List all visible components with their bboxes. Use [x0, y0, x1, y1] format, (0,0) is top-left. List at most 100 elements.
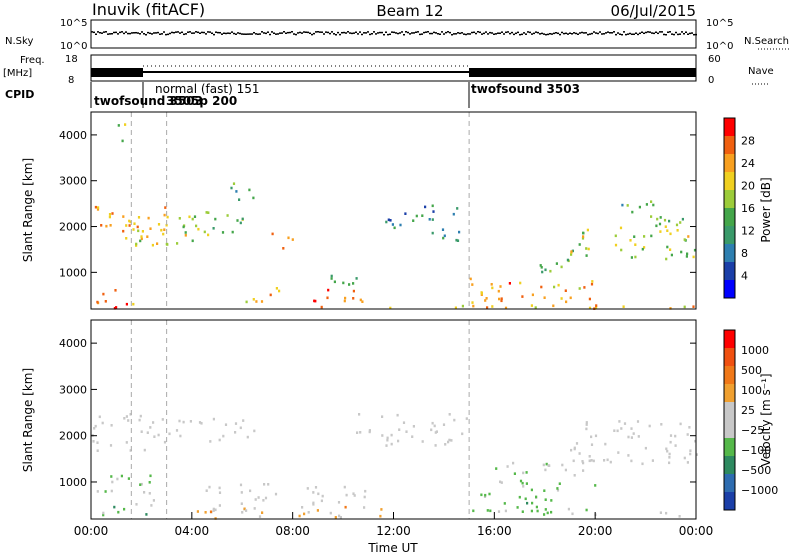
nsky-point	[687, 33, 689, 35]
nsky-point	[427, 31, 429, 33]
nsky-point	[521, 33, 523, 36]
scatter-cell	[498, 297, 501, 301]
scatter-cell	[344, 296, 347, 300]
scatter-cell	[665, 257, 668, 261]
scatter-cell	[269, 293, 272, 297]
scatter-cell	[555, 262, 558, 265]
scatter-cell	[141, 230, 144, 233]
nsky-point	[289, 31, 291, 34]
scatter-cell	[184, 231, 187, 234]
scatter-cell	[578, 287, 581, 290]
nsky-point	[423, 31, 425, 34]
scatter-cell	[391, 223, 394, 226]
nsky-point	[129, 32, 131, 35]
scatter-cell	[253, 429, 256, 433]
nsky-point	[335, 33, 337, 36]
scatter-cell	[645, 203, 648, 206]
nave-tick-top: 60	[708, 54, 721, 65]
scatter-cell	[530, 304, 533, 307]
scatter-cell	[363, 495, 366, 499]
scatter-cell	[125, 415, 128, 418]
scatter-cell	[137, 229, 140, 233]
scatter-cell	[287, 236, 290, 240]
nsky-point	[271, 31, 273, 33]
cpid-label: CPID	[5, 88, 34, 101]
scatter-cell	[557, 283, 560, 287]
scatter-cell	[497, 289, 500, 293]
scatter-cell	[668, 452, 671, 456]
scatter-cell	[96, 208, 100, 211]
scatter-cell	[594, 434, 598, 438]
scatter-cell	[669, 307, 672, 310]
nsky-point	[133, 32, 135, 34]
scatter-cell	[587, 247, 590, 251]
nsky-point	[355, 31, 357, 34]
nsky-point	[117, 33, 119, 35]
scatter-cell	[156, 242, 159, 245]
scatter-cell	[123, 507, 126, 511]
nsky-point	[325, 31, 327, 33]
nsky-point	[497, 32, 499, 34]
nsky-point	[401, 31, 403, 33]
scatter-cell	[343, 485, 346, 489]
scatter-cell	[148, 481, 151, 484]
scatter-cell	[486, 509, 489, 512]
nsky-point	[183, 33, 185, 36]
scatter-cell	[96, 449, 99, 452]
nsky-point	[635, 32, 637, 34]
power-plot: 4000 3000 2000 1000	[59, 111, 697, 310]
scatter-cell	[143, 448, 146, 452]
scatter-cell	[530, 488, 533, 492]
nsky-point	[197, 31, 199, 34]
scatter-cell	[669, 232, 672, 236]
nsky-point	[331, 31, 333, 33]
nsky-point	[167, 33, 169, 36]
nsky-point	[263, 32, 265, 34]
nsky-point	[195, 31, 197, 33]
nsky-point	[359, 31, 361, 33]
nsky-point	[307, 31, 309, 34]
scatter-cell	[109, 224, 112, 227]
scatter-cell	[637, 435, 640, 438]
scatter-cell	[552, 304, 555, 308]
scatter-cell	[129, 449, 132, 452]
nsky-point	[637, 33, 639, 36]
nsky-point	[451, 33, 453, 36]
scatter-cell	[531, 501, 534, 505]
colorbar-frame	[723, 329, 736, 511]
scatter-cell	[616, 429, 619, 433]
scatter-cell	[245, 300, 248, 304]
scatter-cell	[234, 422, 238, 425]
cpid-segment-twofsound-1: twofsound 3503	[94, 94, 203, 108]
scatter-cell	[122, 229, 125, 233]
scatter-cell	[385, 220, 388, 224]
colorbar-bin	[724, 280, 735, 298]
scatter-cell	[535, 495, 538, 499]
scatter-cell	[352, 297, 355, 300]
scatter-cell	[432, 210, 435, 213]
nsearch-label: N.Search	[744, 36, 789, 47]
nsky-point	[555, 32, 557, 34]
scatter-cell	[405, 430, 408, 433]
colorbar-tick-label: 12	[741, 225, 755, 238]
nsky-point	[457, 32, 459, 34]
scatter-cell	[125, 441, 128, 444]
velocity-x-axis: 00:00 04:00 08:00 12:00 16:00 20:00 00:00	[74, 512, 713, 538]
scatter-cell	[108, 213, 112, 216]
scatter-cell	[565, 300, 568, 304]
scatter-cell	[644, 446, 647, 450]
nsky-point	[213, 33, 215, 36]
scatter-cell	[472, 509, 475, 513]
scatter-cell	[679, 422, 682, 426]
scatter-cell	[125, 237, 128, 240]
scatter-cell	[534, 306, 537, 309]
scatter-cell	[556, 487, 559, 490]
scatter-cell	[114, 289, 117, 292]
power-ylabel: Slant Range [km]	[21, 158, 35, 262]
scatter-cell	[573, 474, 576, 477]
nave-tick-bottom: 0	[708, 75, 714, 86]
nsky-point	[559, 33, 561, 36]
scatter-cell	[590, 443, 594, 446]
scatter-cell	[489, 509, 492, 513]
scatter-cell	[631, 210, 634, 214]
